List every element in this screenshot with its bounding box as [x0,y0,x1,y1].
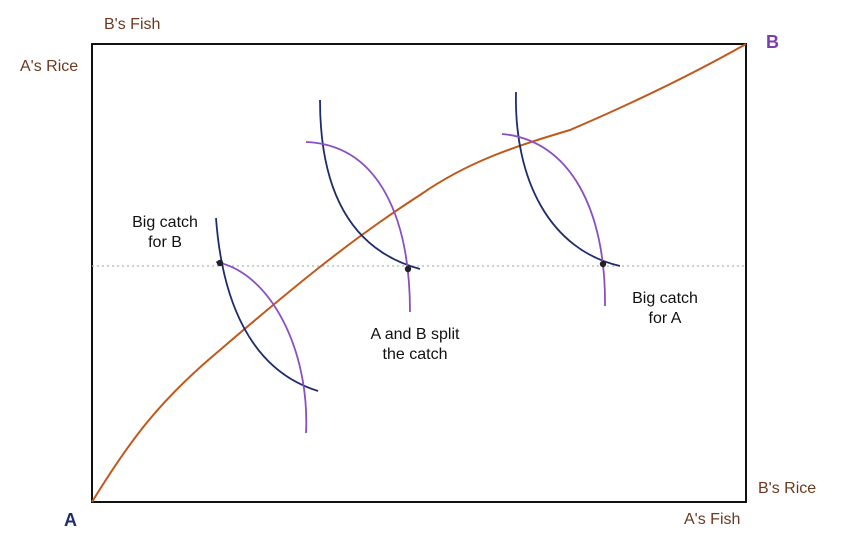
big-catch-a-line1: Big catch [632,290,698,307]
a-indifference-curve-2 [319,99,421,270]
big-catch-a-line2: for A [648,310,682,327]
tangency-point-split [404,265,412,273]
corner-b-label: B [766,32,779,52]
a-indifference-curve-1 [215,217,319,392]
a-fish-label: A's Fish [684,511,741,528]
edgeworth-box-frame [91,43,747,503]
a-indifference-curve-3 [515,91,621,267]
b-indifference-curve-3 [501,133,606,307]
big-catch-a-annotation: Big catch for A [620,289,710,329]
a-rice-label: A's Rice [20,58,79,75]
tangency-point-big-catch-b [216,259,224,267]
split-catch-line2: the catch [382,346,448,363]
tangency-point-big-catch-a [599,260,607,268]
split-catch-line1: A and B split [370,326,460,343]
split-catch-annotation: A and B split the catch [352,325,478,365]
contract-curve [91,43,747,503]
b-fish-label: B's Fish [104,16,161,33]
corner-a-label: A [64,510,77,530]
b-indifference-curve-1 [215,261,308,434]
b-indifference-curve-2 [305,141,411,313]
big-catch-b-annotation: Big catch for B [120,213,210,253]
big-catch-b-line1: Big catch [132,214,198,231]
b-rice-label: B's Rice [758,480,817,497]
big-catch-b-line2: for B [148,234,182,251]
